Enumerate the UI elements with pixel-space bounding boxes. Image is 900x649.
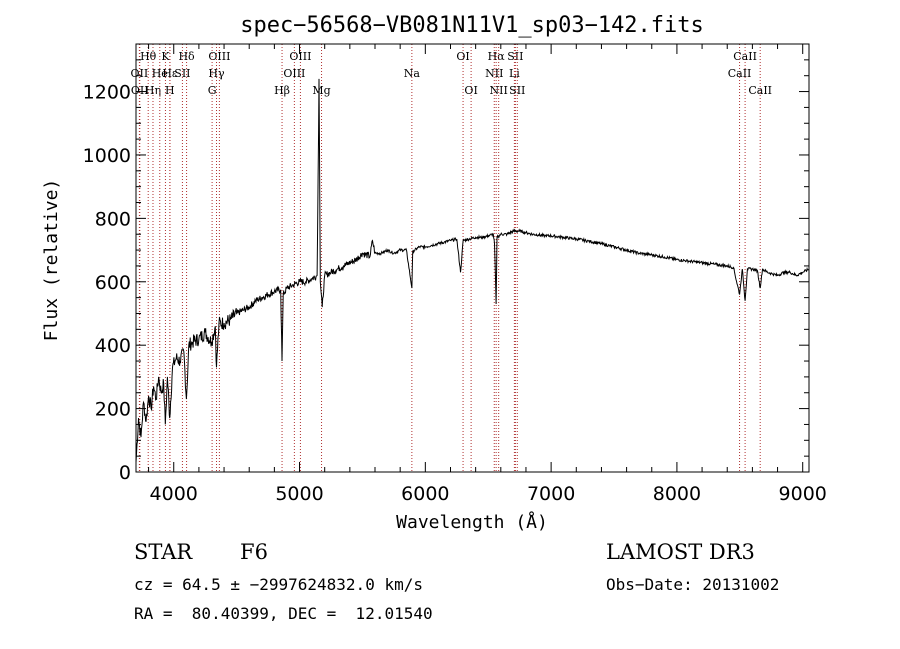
spectral-line-label: NII xyxy=(485,67,503,80)
x-tick-label: 4000 xyxy=(150,483,198,505)
spectral-line-label: NII xyxy=(490,84,508,97)
axis-ticks: 4000 5000 6000 7000 8000 9000 0 200 400 600 800 100… xyxy=(83,44,827,505)
spectral-line-label: OII xyxy=(131,84,149,97)
object-class: STAR xyxy=(134,540,193,564)
y-tick-label: 600 xyxy=(95,272,131,294)
spectral-line-label: Hδ xyxy=(178,50,195,63)
spectral-line-label: Hα xyxy=(488,50,506,63)
spectral-line-label: SII xyxy=(509,84,525,97)
y-tick-label: 1200 xyxy=(83,82,131,104)
coordinates: RA = 80.40399, DEC = 12.01540 xyxy=(134,604,433,623)
spectral-line-label: OIII xyxy=(289,50,311,63)
y-axis-label: Flux (relative) xyxy=(41,179,62,342)
x-tick-label: 7000 xyxy=(527,483,575,505)
survey-name: LAMOST DR3 xyxy=(606,540,755,564)
x-tick-label: 9000 xyxy=(779,483,827,505)
spectral-line-label: SII xyxy=(174,67,190,80)
x-tick-label: 8000 xyxy=(653,483,701,505)
spectral-line-label: Hθ xyxy=(140,50,157,63)
spectral-line-label: Na xyxy=(404,67,421,80)
spectral-line-label: OI xyxy=(456,50,469,63)
spectral-line-label: OIII xyxy=(208,50,230,63)
x-tick-label: 5000 xyxy=(275,483,323,505)
spectral-line-label: K xyxy=(161,50,170,63)
y-tick-label: 800 xyxy=(95,208,131,230)
spectral-line-label: CaII xyxy=(728,67,752,80)
spectral-line-label: SII xyxy=(507,50,523,63)
x-axis-label: Wavelength (Å) xyxy=(396,511,548,533)
spectrum-series xyxy=(135,78,810,463)
spectral-line-label: He xyxy=(152,67,168,80)
y-tick-label: 400 xyxy=(95,335,131,357)
spectral-line-label: Hε xyxy=(162,67,178,80)
redshift-velocity: cz = 64.5 ± −2997624832.0 km/s xyxy=(134,575,423,594)
spectral-line-label: OI xyxy=(464,84,477,97)
spectral-line-label: CaII xyxy=(733,50,757,63)
spectral-line-label: G xyxy=(208,84,217,97)
spectral-line-label: OII xyxy=(131,67,149,80)
y-tick-label: 1000 xyxy=(83,145,131,167)
spectral-line-label: Mg xyxy=(312,84,330,97)
y-tick-label: 0 xyxy=(119,462,131,484)
spectrum-line xyxy=(135,78,810,463)
spectral-line-label: CaII xyxy=(748,84,772,97)
y-tick-label: 200 xyxy=(95,399,131,421)
plot-frame xyxy=(135,43,810,473)
spectral-line-label: Li xyxy=(509,67,520,80)
x-tick-label: 6000 xyxy=(401,483,449,505)
spectral-line-label: OIII xyxy=(283,67,305,80)
spectral-line-label: Hη xyxy=(145,84,161,97)
spectral-line-label: Hβ xyxy=(274,84,290,97)
spectral-line-label: H xyxy=(165,84,175,97)
chart-title: spec−56568−VB081N11V1_sp03−142.fits xyxy=(240,13,704,38)
observation-date: Obs−Date: 20131002 xyxy=(606,575,780,594)
spectral-line-label: Hγ xyxy=(208,67,225,80)
object-subclass: F6 xyxy=(240,540,268,564)
